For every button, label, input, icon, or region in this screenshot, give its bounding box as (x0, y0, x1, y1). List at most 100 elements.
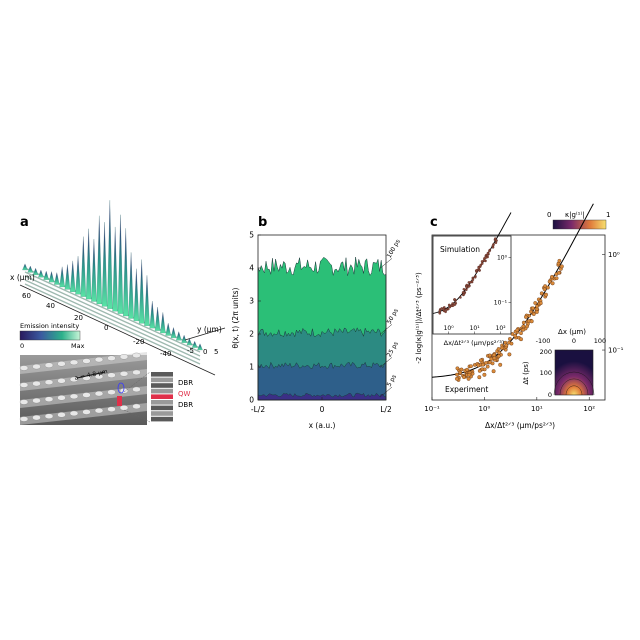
panel-b-x-tick: -L/2 (251, 405, 265, 414)
panel-c-y-tick: 10⁻¹ (608, 347, 624, 355)
sem-pillar (132, 369, 141, 376)
panel-a-y-tick: 0 (203, 348, 207, 356)
experiment-point (465, 367, 469, 372)
panel-a-x-ticks: 60 40 20 0 -20 -40 (22, 292, 171, 358)
emission-peak (75, 256, 81, 295)
simulation-point (493, 237, 497, 241)
simulation-point (448, 305, 452, 309)
experiment-point (455, 366, 460, 371)
experiment-point (462, 375, 466, 380)
panel-c-main-plot (431, 203, 594, 382)
simulation-inset-plot: 10⁰ 10¹ 10² 10⁻¹ 10⁰ (432, 212, 512, 334)
panel-b-x-ticks: -L/2 0 L/2 (251, 397, 392, 414)
sem-pillar (119, 354, 129, 360)
panel-a-x-tick: 60 (22, 292, 31, 300)
simulation-point (482, 259, 486, 262)
emission-peak (144, 275, 150, 326)
sem-pillar (119, 405, 129, 411)
heatmap-contour (565, 385, 583, 396)
emission-peak (80, 236, 87, 297)
heatmap-x-tick: -100 (536, 337, 551, 345)
simulation-inset-title: Simulation (440, 245, 480, 254)
stack-layer (151, 411, 173, 416)
experiment-point (478, 358, 483, 363)
experiment-point (515, 328, 520, 332)
emission-peak (186, 338, 193, 346)
emission-peak (32, 267, 39, 275)
panel-a: a x (μm) 60 40 20 0 -20 -40 y (μm) -5 0 5 Emi… (10, 200, 226, 425)
simulation-point (478, 269, 481, 272)
sem-pillar (44, 413, 54, 419)
emission-peak (48, 271, 55, 283)
panel-b-series-label: 50 ps (386, 308, 400, 326)
sem-qw-marker (117, 396, 122, 406)
panel-c-x-ticks: 10⁻¹ 10⁰ 10¹ 10² (424, 397, 595, 413)
simulation-point (480, 262, 484, 265)
experiment-point (496, 347, 501, 351)
simulation-point (442, 307, 445, 311)
emission-peak (22, 263, 28, 271)
experiment-point (508, 337, 512, 341)
panel-a-y-axis (184, 327, 226, 341)
simulation-inset: Simulation 10⁰ 10¹ 10² 10⁻¹ 10⁰ Δx/Δt²ᐟ³ (μm… (432, 212, 512, 347)
sem-pillar (94, 407, 104, 414)
emission-peak (107, 200, 113, 309)
panel-b-areas (257, 256, 387, 401)
sem-pillar (69, 359, 79, 366)
sem-pillar (57, 395, 66, 401)
simulation-point (477, 266, 481, 270)
experiment-point (519, 337, 523, 342)
emission-peak (59, 266, 65, 288)
layer-label-dbr-bottom: DBR (178, 401, 193, 409)
emission-peak (176, 331, 182, 341)
simulation-point (471, 278, 475, 282)
panel-a-colorbar-max: Max (71, 342, 85, 350)
panel-b-y-tick: 4 (249, 264, 254, 273)
sem-pillar (19, 399, 29, 405)
sem-pillar (107, 372, 116, 378)
experiment-point (484, 361, 488, 365)
simulation-point (473, 275, 477, 279)
ridge-line (24, 275, 201, 357)
ridge-line (24, 279, 201, 361)
heatmap-contour (559, 378, 589, 396)
emission-peak (112, 226, 118, 312)
experiment-point (490, 361, 495, 366)
panel-c-colorbar-min: 0 (547, 211, 551, 219)
stack-layer (151, 377, 173, 383)
experiment-point (492, 356, 497, 360)
panel-c-y-tick: 10⁰ (608, 251, 620, 259)
stack-layer-qw (151, 394, 173, 399)
ridge-line (24, 283, 201, 365)
experiment-point (498, 362, 503, 367)
sem-pillar (132, 352, 141, 359)
panel-a-x-axis-label: x (μm) (10, 273, 35, 282)
experiment-point (554, 276, 559, 281)
experiment-point (531, 306, 535, 311)
heatmap-y-label: Δt (ps) (522, 361, 530, 385)
experiment-point (521, 320, 526, 325)
experiment-point (507, 352, 512, 357)
emission-peak (191, 340, 198, 348)
experiment-point (458, 370, 462, 375)
sem-circle-marker (117, 382, 125, 394)
simulation-point (459, 296, 462, 299)
panel-c-label: c (430, 215, 438, 230)
simulation-point (467, 284, 471, 288)
panel-b-y-tick: 5 (249, 231, 254, 240)
panel-a-colorbar-min: 0 (20, 342, 24, 350)
panel-c-colorbar-title: κ|g⁽¹⁾| (565, 211, 585, 219)
simulation-point (453, 298, 456, 301)
experiment-point (496, 354, 501, 359)
panel-c: c κ|g⁽¹⁾| 0 1 10⁻¹ 10⁰ 10¹ 10² 10⁻¹ 10⁰ Expe… (415, 203, 624, 430)
sem-pillars (19, 352, 147, 425)
experiment-point (546, 285, 550, 290)
emission-peak (96, 215, 102, 305)
experiment-point (521, 327, 526, 332)
sem-pillar (94, 373, 104, 380)
experiment-point (482, 367, 487, 372)
experiment-point (467, 372, 472, 377)
panel-a-label: a (20, 215, 29, 230)
heatmap-contour (553, 371, 595, 396)
